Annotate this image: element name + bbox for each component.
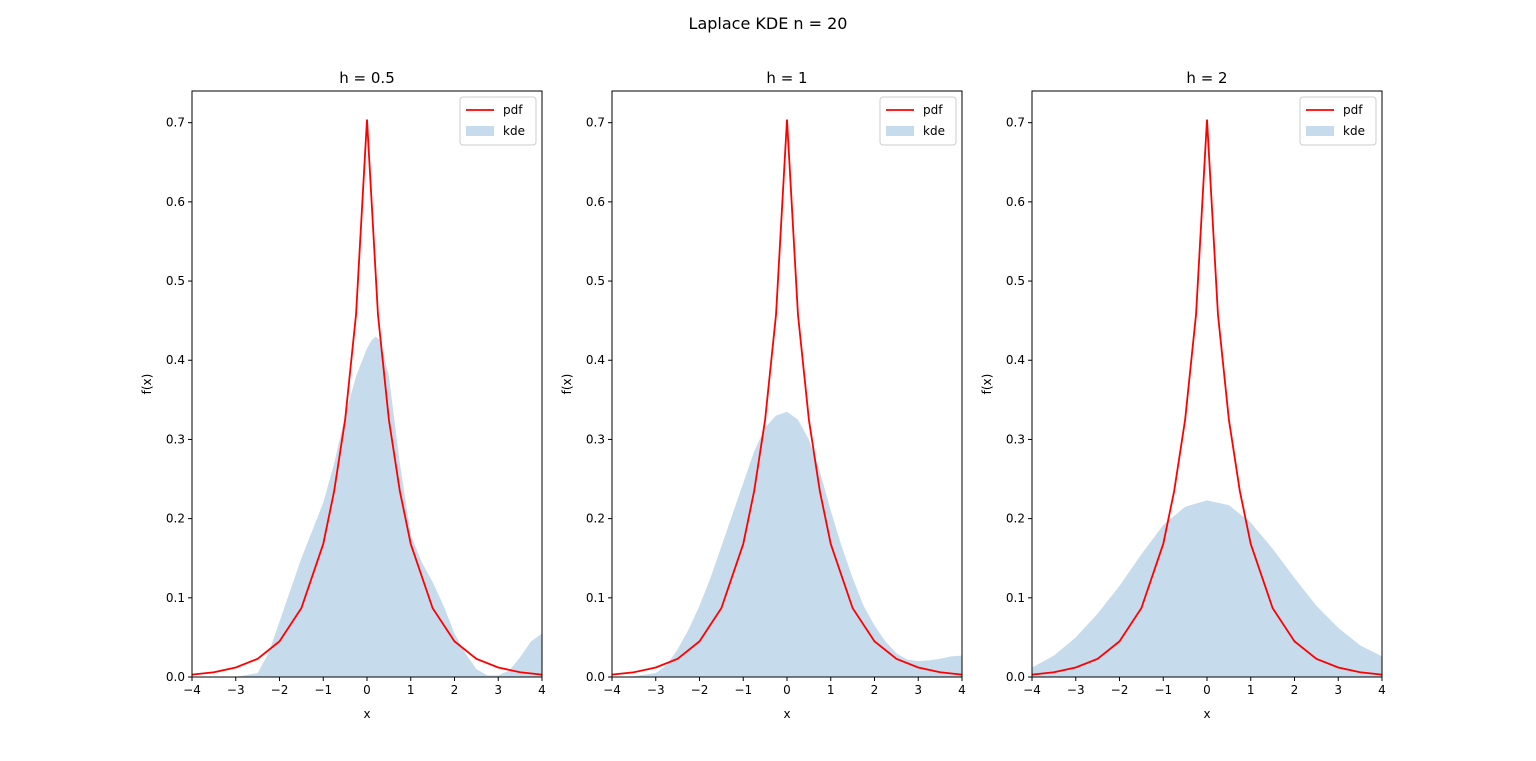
x-tick-label: 3 — [494, 683, 502, 697]
y-tick-label: 0.0 — [166, 670, 185, 684]
x-tick-label: 0 — [363, 683, 371, 697]
y-tick-label: 0.5 — [1006, 274, 1025, 288]
y-tick-label: 0.1 — [1006, 591, 1025, 605]
subplot-2: −4 −3 −2 −1 0 1 2 3 4 0.0 0.1 0.2 0.3 0.4 0.5 0.6 0.7 h =… — [560, 69, 966, 721]
legend-kde-swatch — [1306, 126, 1334, 136]
legend-kde-swatch — [466, 126, 494, 136]
x-tick-label: 1 — [407, 683, 415, 697]
y-tick-label: 0.3 — [1006, 432, 1025, 446]
y-tick-label: 0.1 — [586, 591, 605, 605]
legend-pdf-label: pdf — [503, 103, 523, 117]
legend-kde-label: kde — [503, 124, 525, 138]
subplots: −4 −3 −2 −1 0 1 2 3 4 0.0 0.1 0.2 0.3 0.4 0.5 0.6 0.7 h =… — [140, 69, 1386, 721]
y-axis-label: f(x) — [980, 374, 994, 395]
y-tick-label: 0.6 — [166, 195, 185, 209]
subplot-title: h = 1 — [766, 69, 807, 87]
y-tick-label: 0.0 — [1006, 670, 1025, 684]
legend: pdf kde — [879, 96, 957, 146]
y-tick-label: 0.5 — [166, 274, 185, 288]
x-tick-label: 2 — [1291, 683, 1299, 697]
x-tick-label: −4 — [1023, 683, 1041, 697]
y-tick-label: 0.2 — [586, 512, 605, 526]
x-tick-label: −3 — [647, 683, 665, 697]
y-tick-label: 0.4 — [586, 353, 605, 367]
legend-kde-label: kde — [1343, 124, 1365, 138]
legend-kde-label: kde — [923, 124, 945, 138]
legend-pdf-label: pdf — [923, 103, 943, 117]
y-tick-label: 0.4 — [166, 353, 185, 367]
y-axis-label: f(x) — [560, 374, 574, 395]
y-tick-label: 0.0 — [586, 670, 605, 684]
y-axis-label: f(x) — [140, 374, 154, 395]
y-tick-label: 0.5 — [586, 274, 605, 288]
legend-pdf-label: pdf — [1343, 103, 1363, 117]
y-tick-label: 0.1 — [166, 591, 185, 605]
x-tick-label: 1 — [1247, 683, 1255, 697]
kde-area — [192, 336, 542, 677]
x-tick-label: 3 — [1334, 683, 1342, 697]
subplot-1: −4 −3 −2 −1 0 1 2 3 4 0.0 0.1 0.2 0.3 0.4 0.5 0.6 0.7 h =… — [140, 69, 546, 721]
y-tick-label: 0.7 — [1006, 116, 1025, 130]
subplot-title: h = 0.5 — [339, 69, 394, 87]
x-axis-label: x — [783, 707, 790, 721]
y-tick-label: 0.4 — [1006, 353, 1025, 367]
x-tick-label: 1 — [827, 683, 835, 697]
subplot-title: h = 2 — [1186, 69, 1227, 87]
legend: pdf kde — [1299, 96, 1377, 146]
x-tick-label: −3 — [1067, 683, 1085, 697]
kde-area — [612, 411, 962, 677]
y-tick-label: 0.6 — [586, 195, 605, 209]
x-tick-label: −1 — [734, 683, 752, 697]
y-tick-label: 0.2 — [166, 512, 185, 526]
x-tick-label: −1 — [1154, 683, 1172, 697]
x-tick-label: −4 — [603, 683, 621, 697]
x-tick-label: 0 — [783, 683, 791, 697]
x-tick-label: −2 — [691, 683, 709, 697]
x-tick-label: 3 — [914, 683, 922, 697]
figure-title: Laplace KDE n = 20 — [689, 14, 848, 33]
legend-kde-swatch — [886, 126, 914, 136]
x-tick-label: 4 — [958, 683, 966, 697]
x-tick-label: −1 — [314, 683, 332, 697]
y-tick-label: 0.7 — [586, 116, 605, 130]
pdf-line — [612, 119, 962, 676]
x-tick-label: 2 — [451, 683, 459, 697]
x-tick-label: 4 — [538, 683, 546, 697]
kde-area — [1032, 500, 1382, 677]
pdf-line — [192, 119, 542, 676]
x-tick-label: −2 — [271, 683, 289, 697]
x-axis-label: x — [1203, 707, 1210, 721]
x-tick-label: −3 — [227, 683, 245, 697]
legend: pdf kde — [459, 96, 537, 146]
subplot-3: −4 −3 −2 −1 0 1 2 3 4 0.0 0.1 0.2 0.3 0.4 0.5 0.6 0.7 h =… — [980, 69, 1386, 721]
x-tick-label: −2 — [1111, 683, 1129, 697]
y-tick-label: 0.7 — [166, 116, 185, 130]
x-tick-label: 2 — [871, 683, 879, 697]
y-tick-label: 0.6 — [1006, 195, 1025, 209]
y-tick-label: 0.3 — [586, 432, 605, 446]
pdf-line — [1032, 119, 1382, 676]
y-tick-label: 0.2 — [1006, 512, 1025, 526]
x-tick-label: −4 — [183, 683, 201, 697]
x-axis-label: x — [363, 707, 370, 721]
x-tick-label: 0 — [1203, 683, 1211, 697]
x-tick-label: 4 — [1378, 683, 1386, 697]
y-tick-label: 0.3 — [166, 432, 185, 446]
